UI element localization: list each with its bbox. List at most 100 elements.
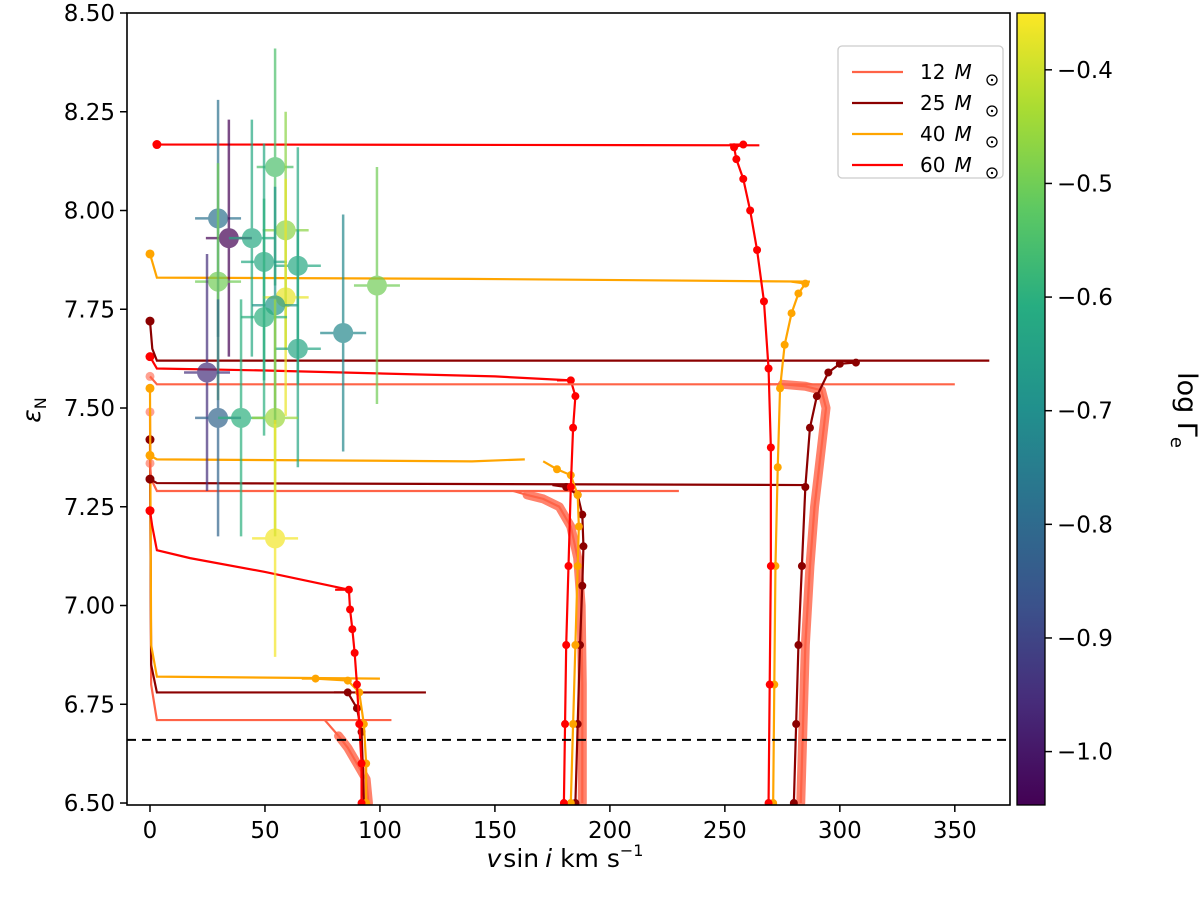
track-marker — [564, 562, 573, 571]
y-axis-label: εN — [17, 397, 50, 422]
track-line — [148, 439, 426, 694]
track-60-msun — [145, 506, 366, 805]
x-tick-label: 300 — [818, 818, 862, 844]
track-marker — [824, 368, 833, 377]
track-25-msun — [145, 474, 806, 805]
track-marker — [746, 206, 755, 215]
track-marker — [145, 474, 155, 484]
track-marker — [794, 641, 803, 650]
y-tick-label: 6.50 — [64, 791, 115, 817]
track-40-msun — [145, 450, 583, 805]
track-marker — [578, 581, 587, 590]
track-12-msun — [145, 371, 955, 805]
observation-marker — [208, 271, 229, 292]
track-marker — [789, 799, 798, 805]
colorbar-gradient — [1016, 12, 1046, 806]
track-marker — [851, 358, 860, 367]
colorbar-tick-label: −0.9 — [1057, 626, 1113, 652]
track-marker — [352, 680, 361, 689]
colorbar-tick-label: −0.4 — [1057, 58, 1113, 84]
track-marker — [801, 279, 810, 288]
track-marker — [773, 463, 782, 472]
track-marker — [573, 490, 582, 499]
observation-point — [353, 167, 400, 405]
track-marker — [566, 483, 575, 492]
track-line — [792, 361, 857, 804]
track-marker — [759, 297, 768, 306]
legend-label: 60 M — [920, 153, 972, 177]
track-marker — [346, 605, 355, 614]
track-marker — [776, 384, 785, 393]
sun-symbol-dot — [990, 78, 994, 82]
observation-marker — [265, 528, 286, 549]
track-marker — [739, 174, 748, 183]
x-tick-label: 100 — [358, 818, 402, 844]
y-axis: 6.50 6.75 7.00 7.25 7.50 7.75 8.00 8.25 8.50 — [64, 1, 127, 817]
track-marker — [566, 799, 575, 805]
track-marker — [780, 340, 789, 349]
observation-marker — [265, 157, 286, 178]
track-marker — [766, 562, 775, 571]
legend-label: 40 M — [920, 122, 972, 146]
track-marker — [145, 316, 155, 326]
sun-symbol-icon — [986, 136, 998, 148]
observation-point — [241, 198, 288, 436]
track-marker — [835, 359, 844, 368]
x-tick-label: 200 — [588, 818, 632, 844]
track-marker — [566, 376, 575, 385]
observation-marker — [241, 228, 262, 249]
track-marker — [145, 450, 155, 460]
track-marker — [792, 720, 801, 729]
colorbar-tick-label: −0.5 — [1057, 171, 1113, 197]
observation-point — [252, 419, 299, 657]
y-tick-label: 8.50 — [64, 1, 115, 27]
track-line — [513, 489, 528, 496]
observation-marker — [366, 275, 387, 296]
track-marker — [145, 249, 155, 259]
x-tick-label: 350 — [933, 818, 977, 844]
track-line — [148, 510, 350, 591]
observation-marker — [287, 338, 308, 359]
colorbar-tick-label: −0.7 — [1057, 399, 1113, 425]
colorbar-label: log Γe — [1166, 372, 1200, 448]
track-marker — [766, 443, 775, 452]
track-marker — [797, 562, 806, 571]
track-marker — [343, 688, 352, 697]
track-marker — [350, 648, 359, 657]
track-25-msun — [145, 316, 990, 805]
track-marker — [571, 392, 580, 401]
track-marker — [739, 140, 748, 149]
track-marker — [579, 542, 588, 551]
y-tick-label: 8.00 — [64, 199, 115, 225]
sun-symbol-icon — [986, 167, 998, 179]
track-marker — [794, 289, 803, 298]
colorbar-tick-label: −0.8 — [1057, 512, 1113, 538]
track-marker — [787, 309, 796, 318]
track-line — [323, 719, 340, 737]
track-60-msun — [152, 140, 775, 805]
colorbar: −0.4 −0.5 −0.6 −0.7 −0.8 −0.9 −1.0 — [1016, 12, 1113, 806]
track-12-msun — [145, 458, 679, 805]
track-marker — [561, 720, 570, 729]
track-marker — [145, 383, 155, 393]
model-tracks — [145, 140, 990, 805]
sun-symbol-dot — [990, 171, 994, 175]
track-marker — [352, 704, 361, 713]
track-12-msun — [145, 407, 392, 805]
y-tick-label: 8.25 — [64, 100, 115, 126]
observation-point — [218, 299, 265, 537]
observations — [184, 48, 400, 657]
track-marker — [732, 155, 741, 164]
track-line — [315, 677, 368, 804]
observation-marker — [231, 407, 252, 428]
track-marker — [569, 720, 578, 729]
legend-frame — [837, 45, 1004, 179]
track-marker — [145, 371, 155, 381]
legend-entry-25: 25 M — [852, 91, 998, 117]
track-line — [148, 463, 679, 493]
track-marker — [355, 720, 364, 729]
y-tick-label: 7.50 — [64, 396, 115, 422]
track-marker — [357, 759, 366, 768]
track-marker — [764, 364, 773, 373]
